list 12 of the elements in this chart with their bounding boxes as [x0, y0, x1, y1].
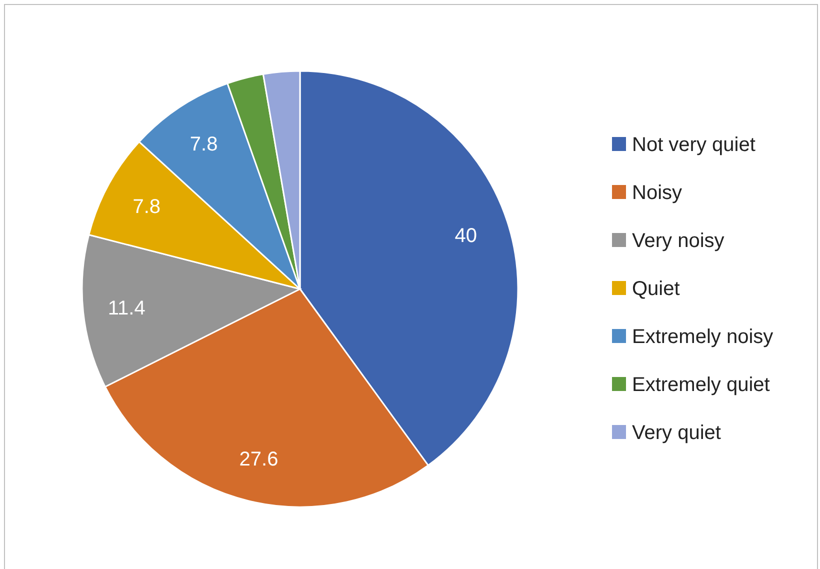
legend-label: Very quiet — [632, 422, 722, 444]
data-label: 40 — [454, 225, 477, 248]
legend-label: Extremely noisy — [632, 326, 774, 348]
data-label: 11.4 — [108, 298, 146, 320]
data-label: 7.8 — [132, 196, 161, 218]
legend-label: Very noisy — [632, 230, 724, 252]
legend-label: Quiet — [632, 278, 680, 300]
data-label: 7.8 — [190, 134, 218, 156]
legend-label: Extremely quiet — [632, 374, 770, 396]
legend-label: Not very quiet — [632, 134, 756, 156]
legend-label: Noisy — [632, 182, 682, 204]
data-label: 27.6 — [239, 448, 278, 470]
